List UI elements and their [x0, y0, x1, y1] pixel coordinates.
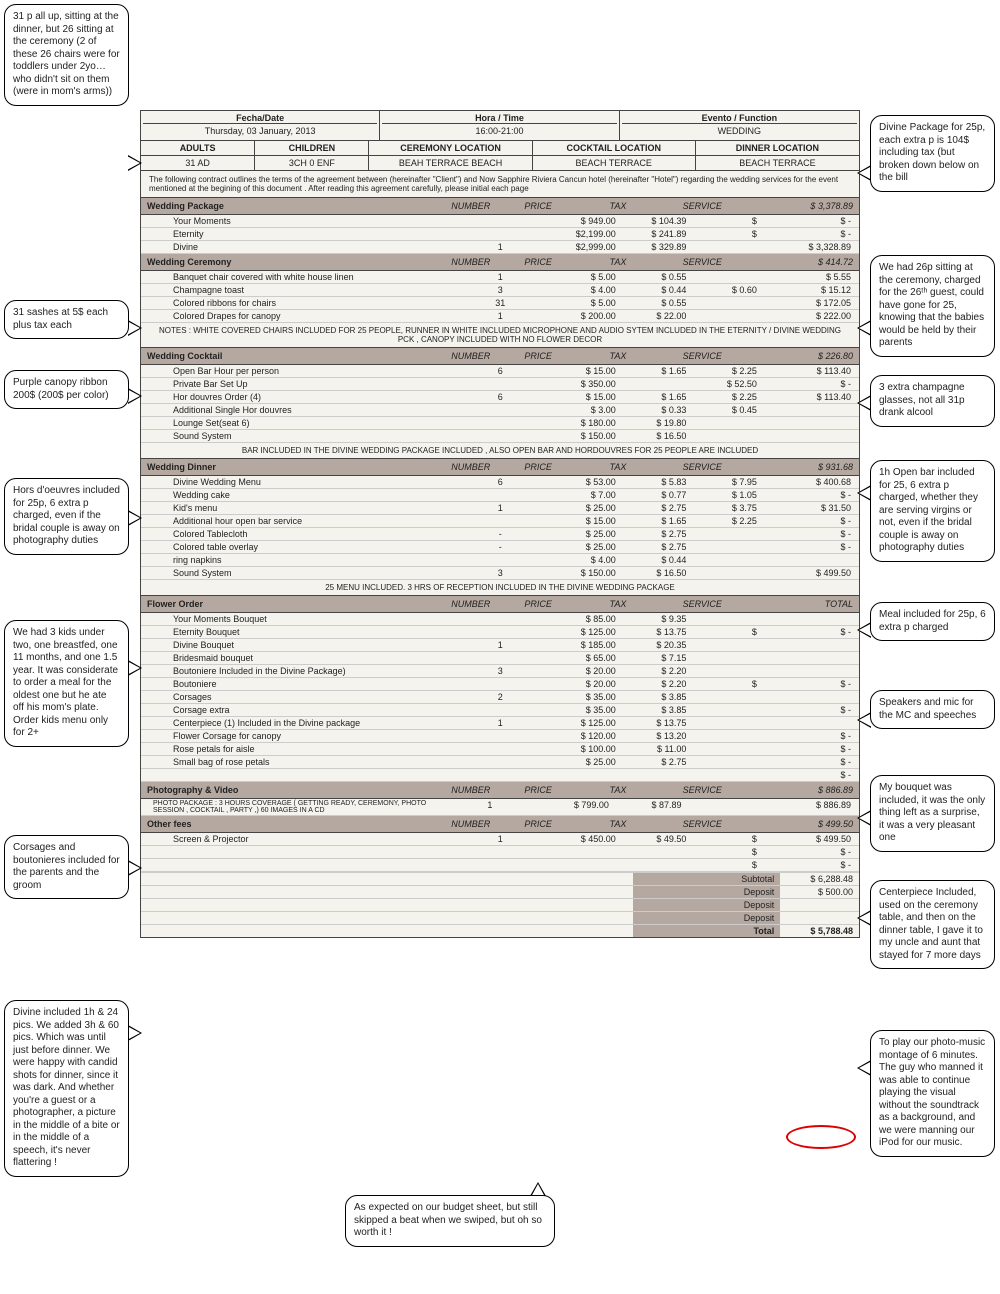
callout-kids: We had 3 kids under two, one breastfed, …	[4, 620, 129, 747]
line-item: Eternity$2,199.00$ 241.89$$ -	[141, 228, 859, 241]
line-item: Colored table overlay-$ 25.00$ 2.75$ -	[141, 541, 859, 554]
section-photo-header: Photography & Video NUMBERPRICETAXSERVIC…	[141, 782, 859, 799]
line-item: Divine Wedding Menu6$ 53.00$ 5.83$ 7.95$…	[141, 476, 859, 489]
deposit2-label: Deposit	[633, 898, 781, 911]
dinner-note: 25 MENU INCLUDED. 3 HRS OF RECEPTION INC…	[141, 580, 859, 596]
callout-divine: Divine Package for 25p, each extra p is …	[870, 115, 995, 192]
subtotal-label: Subtotal	[633, 872, 781, 885]
line-item: Hor douvres Order (4)6$ 15.00$ 1.65$ 2.2…	[141, 391, 859, 404]
section-title: Wedding Package	[147, 201, 451, 211]
line-item: Sound System$ 150.00$ 16.50	[141, 430, 859, 443]
line-item: Colored Drapes for canopy1$ 200.00$ 22.0…	[141, 310, 859, 323]
children-value: 3CH 0 ENF	[255, 156, 369, 170]
section-other-header: Other fees NUMBERPRICETAXSERVICE$ 499.50	[141, 816, 859, 833]
callout-canopy: Purple canopy ribbon 200$ (200$ per colo…	[4, 370, 129, 409]
line-item: Wedding cake$ 7.00$ 0.77$ 1.05$ -	[141, 489, 859, 502]
line-item: Kid's menu1$ 25.00$ 2.75$ 3.75$ 31.50	[141, 502, 859, 515]
line-item: Colored ribbons for chairs31$ 5.00$ 0.55…	[141, 297, 859, 310]
line-item: Divine Bouquet1$ 185.00$ 20.35	[141, 639, 859, 652]
children-label: CHILDREN	[255, 141, 369, 155]
line-item: PHOTO PACKAGE : 3 HOURS COVERAGE ( GETTI…	[141, 799, 859, 816]
line-item: ring napkins$ 4.00$ 0.44	[141, 554, 859, 567]
section-cocktail-header: Wedding Cocktail NUMBERPRICETAXSERVICE$ …	[141, 348, 859, 365]
header-row-1: Fecha/DateThursday, 03 January, 2013 Hor…	[141, 111, 859, 141]
total-label: Total	[633, 924, 781, 937]
dinner-loc-label: DINNER LOCATION	[696, 141, 859, 155]
dinner-loc-value: BEACH TERRACE	[696, 156, 859, 170]
callout-sashes: 31 sashes at 5$ each plus tax each	[4, 300, 129, 339]
section-ceremony-header: Wedding Ceremony NUMBERPRICETAXSERVICE$ …	[141, 254, 859, 271]
line-item: Small bag of rose petals$ 25.00$ 2.75$ -	[141, 756, 859, 769]
section-dinner-header: Wedding Dinner NUMBERPRICETAXSERVICE$ 93…	[141, 459, 859, 476]
line-item: Screen & Projector1$ 450.00$ 49.50$$ 499…	[141, 833, 859, 846]
total-circle-annotation	[786, 1125, 856, 1149]
adults-value: 31 AD	[141, 156, 255, 170]
callout-bouquet: My bouquet was included, it was the only…	[870, 775, 995, 852]
line-item: Corsages2$ 35.00$ 3.85	[141, 691, 859, 704]
deposit-label: Deposit	[633, 885, 781, 898]
ceremony-loc-value: BEAH TERRACE BEACH	[369, 156, 532, 170]
callout-openbar: 1h Open bar included for 25, 6 extra p c…	[870, 460, 995, 562]
contract-document: Fecha/DateThursday, 03 January, 2013 Hor…	[140, 110, 860, 938]
totals-block: Subtotal$ 6,288.48 Deposit$ 500.00 Depos…	[141, 872, 859, 937]
callout-budget: As expected on our budget sheet, but sti…	[345, 1195, 555, 1247]
line-item: $ -	[141, 769, 859, 782]
adults-label: ADULTS	[141, 141, 255, 155]
callout-hors: Hors d'oeuvres included for 25p, 6 extra…	[4, 478, 129, 555]
callout-guests: 31 p all up, sitting at the dinner, but …	[4, 4, 129, 106]
line-item: Banquet chair covered with white house l…	[141, 271, 859, 284]
header-row-3: 31 AD 3CH 0 ENF BEAH TERRACE BEACH BEACH…	[141, 156, 859, 171]
event-label: Evento / Function	[622, 113, 857, 124]
line-item: Lounge Set(seat 6)$ 180.00$ 19.80	[141, 417, 859, 430]
callout-projector: To play our photo-music montage of 6 min…	[870, 1030, 995, 1157]
header-row-2: ADULTS CHILDREN CEREMONY LOCATION COCKTA…	[141, 141, 859, 156]
line-item: Boutoniere$ 20.00$ 2.20$$ -	[141, 678, 859, 691]
ceremony-note: NOTES : WHITE COVERED CHAIRS INCLUDED FO…	[141, 323, 859, 348]
line-item: Additional Single Hor douvres$ 3.00$ 0.3…	[141, 404, 859, 417]
line-item: Centerpiece (1) Included in the Divine p…	[141, 717, 859, 730]
line-item: Your Moments$ 949.00$ 104.39$$ -	[141, 215, 859, 228]
line-item: Rose petals for aisle$ 100.00$ 11.00$ -	[141, 743, 859, 756]
time-value: 16:00-21:00	[382, 124, 616, 138]
section-flower-header: Flower Order NUMBERPRICETAXSERVICETOTAL	[141, 596, 859, 613]
line-item: Flower Corsage for canopy$ 120.00$ 13.20…	[141, 730, 859, 743]
callout-speakers: Speakers and mic for the MC and speeches	[870, 690, 995, 729]
line-item: Private Bar Set Up$ 350.00$ 52.50$ -	[141, 378, 859, 391]
event-value: WEDDING	[622, 124, 857, 138]
line-item: $$ -	[141, 846, 859, 859]
callout-champagne: 3 extra champagne glasses, not all 31p d…	[870, 375, 995, 427]
date-label: Fecha/Date	[143, 113, 377, 124]
ceremony-loc-label: CEREMONY LOCATION	[369, 141, 532, 155]
line-item: Divine1$2,999.00$ 329.89$ 3,328.89	[141, 241, 859, 254]
cocktail-loc-value: BEACH TERRACE	[533, 156, 696, 170]
line-item: Colored Tablecloth-$ 25.00$ 2.75$ -	[141, 528, 859, 541]
line-item: $$ -	[141, 859, 859, 872]
section-package-header: Wedding Package NUMBERPRICETAXSERVICE$ 3…	[141, 198, 859, 215]
callout-photo: Divine included 1h & 24 pics. We added 3…	[4, 1000, 129, 1177]
callout-corsages: Corsages and boutonieres included for th…	[4, 835, 129, 899]
line-item: Your Moments Bouquet$ 85.00$ 9.35	[141, 613, 859, 626]
line-item: Eternity Bouquet$ 125.00$ 13.75$$ -	[141, 626, 859, 639]
intro-text: The following contract outlines the term…	[141, 171, 859, 198]
line-item: Sound System3$ 150.00$ 16.50$ 499.50	[141, 567, 859, 580]
callout-meal: Meal included for 25p, 6 extra p charged	[870, 602, 995, 641]
callout-centerpiece: Centerpiece Included, used on the ceremo…	[870, 880, 995, 969]
deposit3-label: Deposit	[633, 911, 781, 924]
line-item: Corsage extra$ 35.00$ 3.85$ -	[141, 704, 859, 717]
callout-26p: We had 26p sitting at the ceremony, char…	[870, 255, 995, 357]
date-value: Thursday, 03 January, 2013	[143, 124, 377, 138]
line-item: Bridesmaid bouquet$ 65.00$ 7.15	[141, 652, 859, 665]
time-label: Hora / Time	[382, 113, 616, 124]
line-item: Champagne toast3$ 4.00$ 0.44$ 0.60$ 15.1…	[141, 284, 859, 297]
cocktail-note: BAR INCLUDED IN THE DIVINE WEDDING PACKA…	[141, 443, 859, 459]
line-item: Open Bar Hour per person6$ 15.00$ 1.65$ …	[141, 365, 859, 378]
deposit-value: $ 500.00	[780, 885, 859, 898]
subtotal-value: $ 6,288.48	[780, 872, 859, 885]
cocktail-loc-label: COCKTAIL LOCATION	[533, 141, 696, 155]
line-item: Additional hour open bar service$ 15.00$…	[141, 515, 859, 528]
line-item: Boutoniere Included in the Divine Packag…	[141, 665, 859, 678]
total-value: $ 5,788.48	[780, 924, 859, 937]
